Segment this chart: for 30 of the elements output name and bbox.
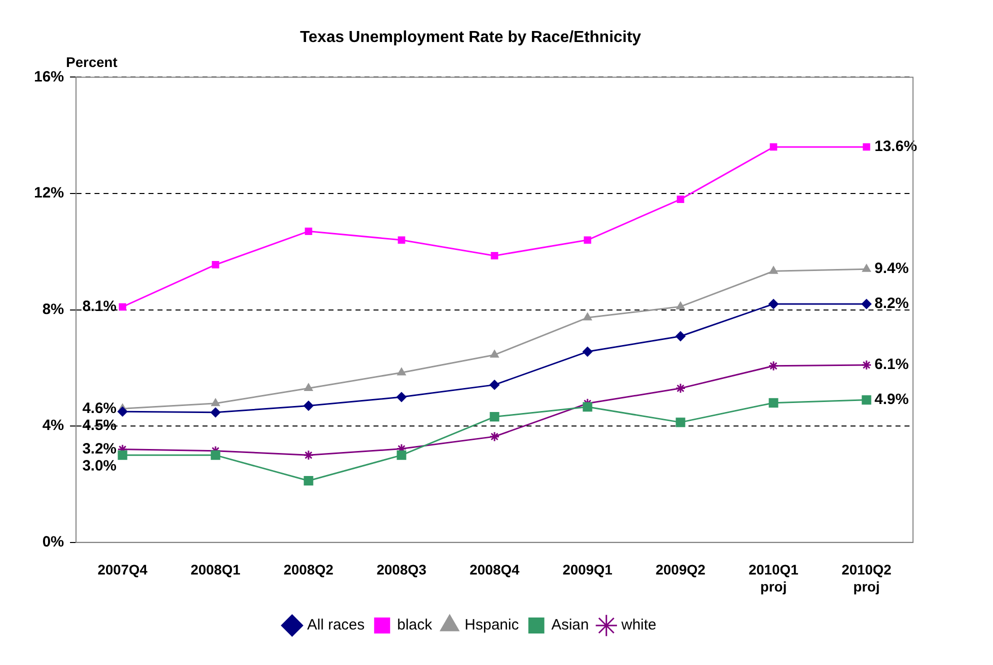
data-label: 13.6% [874,138,918,156]
x-tick-label: 2008Q4 [470,562,520,578]
data-label: 9.4% [874,260,909,278]
data-label: 3.0% [82,458,117,474]
chart-title: Texas Unemployment Rate by Race/Ethnicity [300,29,642,46]
y-axis-title: Percent [66,54,118,70]
legend-label: All races [307,616,365,634]
legend-label: white [620,616,656,634]
legend-label: Hspanic [464,616,520,634]
legend-label: Asian [551,616,589,634]
x-tick-label: 2009Q1 [562,562,613,578]
x-tick-label: 2008Q1 [190,562,241,578]
y-tick-label: 4% [42,417,64,434]
data-label: 4.5% [82,416,117,434]
x-tick-label: 2008Q3 [376,562,427,578]
y-tick-label: 16% [34,68,64,86]
x-tick-label: 2008Q2 [284,562,334,578]
legend-label: black [397,616,433,634]
y-tick-label: 8% [42,300,64,318]
x-tick-label: 2009Q2 [656,562,706,578]
y-tick-label: 0% [42,534,64,551]
data-label: 6.1% [874,356,909,374]
x-tick-label: 2010Q1 proj [748,562,799,594]
y-tick-label: 12% [34,184,64,202]
data-label: 4.6% [82,400,117,417]
data-label: 4.9% [874,391,909,408]
data-label: 8.2% [874,295,909,312]
x-tick-label: 2007Q4 [98,562,148,578]
data-label: 3.2% [82,440,117,458]
x-tick-label: 2010Q2 proj [842,562,892,594]
